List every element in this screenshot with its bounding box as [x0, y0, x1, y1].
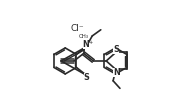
- Text: CH₃: CH₃: [79, 34, 89, 39]
- Text: N: N: [113, 68, 120, 77]
- Text: S: S: [113, 45, 119, 54]
- Text: N: N: [83, 40, 89, 49]
- Text: Cl⁻: Cl⁻: [71, 24, 84, 33]
- Text: S: S: [84, 73, 90, 82]
- Text: +: +: [88, 40, 92, 45]
